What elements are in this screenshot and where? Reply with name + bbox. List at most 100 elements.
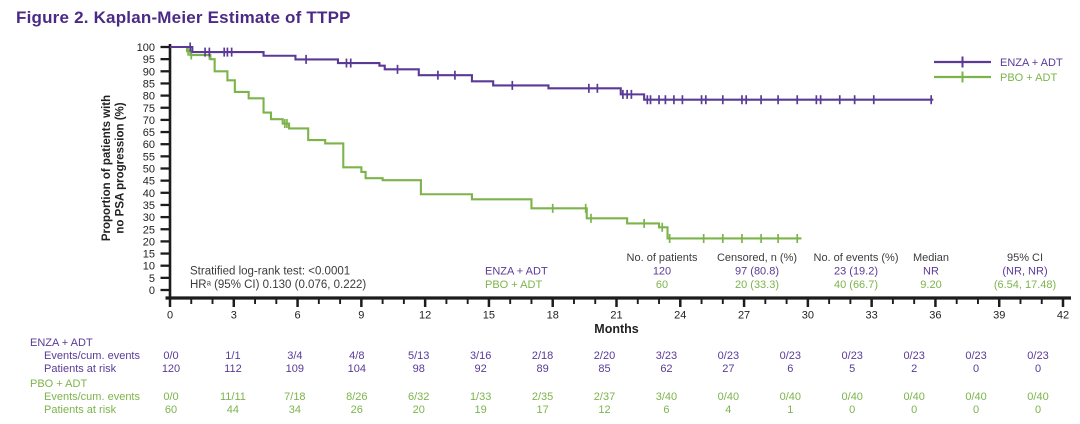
- risk-row-label: Events/cum. events: [44, 350, 140, 362]
- x-tick-label: 24: [674, 310, 686, 322]
- risk-value: 19: [475, 404, 487, 416]
- x-tick-label: 18: [547, 310, 559, 322]
- risk-value: 26: [351, 404, 363, 416]
- risk-value: 3/16: [470, 350, 491, 362]
- risk-value: 2: [911, 363, 917, 375]
- risk-value: 3/4: [287, 350, 302, 362]
- legend-entry-enza: ENZA + ADT: [934, 56, 1063, 69]
- risk-row-label: Patients at risk: [44, 363, 117, 375]
- legend-label: PBO + ADT: [1000, 72, 1057, 84]
- x-tick-label: 39: [993, 310, 1005, 322]
- risk-value: 20: [413, 404, 425, 416]
- risk-value: 2/18: [532, 350, 553, 362]
- risk-value: 109: [286, 363, 304, 375]
- risk-value: 98: [413, 363, 425, 375]
- x-tick-label: 21: [610, 310, 622, 322]
- x-tick-label: 9: [358, 310, 364, 322]
- risk-value: 104: [348, 363, 366, 375]
- risk-value: 0/23: [1027, 350, 1048, 362]
- y-tick-label: 45: [143, 176, 155, 188]
- risk-value: 5: [849, 363, 855, 375]
- risk-value: 17: [536, 404, 548, 416]
- summary-value: 60: [656, 279, 668, 291]
- risk-value: 1: [787, 404, 793, 416]
- summary-value: 20 (33.3): [735, 279, 779, 291]
- risk-value: 89: [536, 363, 548, 375]
- risk-value: 0/0: [163, 350, 178, 362]
- risk-value: 0/40: [842, 391, 863, 403]
- risk-value: 0: [973, 404, 979, 416]
- risk-value: 0/23: [842, 350, 863, 362]
- y-axis-title: Proportion of patients with no PSA progre…: [101, 95, 127, 241]
- risk-value: 0: [1035, 404, 1041, 416]
- risk-value: 12: [598, 404, 610, 416]
- risk-value: 0/23: [718, 350, 739, 362]
- risk-value: 3/23: [656, 350, 677, 362]
- risk-value: 44: [227, 404, 239, 416]
- risk-value: 11/11: [220, 391, 246, 403]
- y-tick-label: 20: [143, 236, 155, 248]
- summary-header: Censored, n (%): [717, 252, 797, 264]
- y-tick-label: 0: [149, 285, 155, 297]
- km-curve-enza: [170, 45, 934, 101]
- risk-value: 0/40: [718, 391, 739, 403]
- risk-value: 0/23: [780, 350, 801, 362]
- risk-value: 120: [162, 363, 180, 375]
- risk-value: 7/18: [284, 391, 305, 403]
- summary-value: 9.20: [920, 279, 941, 291]
- x-tick-label: 0: [167, 310, 173, 322]
- summary-value: 120: [653, 266, 671, 278]
- risk-value: 0/40: [780, 391, 801, 403]
- y-tick-label: 35: [143, 200, 155, 212]
- x-axis-title: Months: [594, 322, 638, 336]
- x-tick-label: 12: [419, 310, 431, 322]
- y-tick-label: 5: [149, 273, 155, 285]
- risk-value: 60: [165, 404, 177, 416]
- legend-entry-pbo: PBO + ADT: [934, 71, 1057, 84]
- risk-value: 85: [598, 363, 610, 375]
- risk-value: 6: [663, 404, 669, 416]
- y-tick-label: 25: [143, 224, 155, 236]
- y-tick-label: 80: [143, 91, 155, 103]
- risk-value: 0: [973, 363, 979, 375]
- x-tick-label: 3: [231, 310, 237, 322]
- summary-row-label: PBO + ADT: [485, 279, 542, 291]
- y-tick-label: 15: [143, 249, 155, 261]
- summary-value: 23 (19.2): [834, 266, 878, 278]
- y-tick-label: 40: [143, 188, 155, 200]
- risk-value: 62: [660, 363, 672, 375]
- annotation-line: HRᵃ (95% CI) 0.130 (0.076, 0.222): [190, 279, 366, 291]
- y-tick-label: 60: [143, 139, 155, 151]
- risk-value: 0/40: [1027, 391, 1048, 403]
- risk-value: 112: [224, 363, 242, 375]
- risk-group-label: ENZA + ADT: [30, 337, 93, 349]
- risk-group-label: PBO + ADT: [30, 378, 87, 390]
- risk-value: 34: [289, 404, 301, 416]
- x-tick-label: 30: [802, 310, 814, 322]
- risk-value: 0/23: [965, 350, 986, 362]
- y-tick-label: 10: [143, 261, 155, 273]
- risk-row-label: Events/cum. events: [44, 391, 140, 403]
- risk-value: 1/1: [225, 350, 240, 362]
- y-tick-label: 70: [143, 115, 155, 127]
- risk-value: 0/40: [903, 391, 924, 403]
- summary-value: NR: [923, 266, 939, 278]
- risk-value: 2/20: [594, 350, 615, 362]
- x-tick-label: 36: [929, 310, 941, 322]
- x-tick-label: 42: [1057, 310, 1069, 322]
- risk-value: 0: [1035, 363, 1041, 375]
- legend-label: ENZA + ADT: [1000, 57, 1063, 69]
- y-tick-label: 85: [143, 78, 155, 90]
- summary-header: Median: [913, 252, 949, 264]
- risk-value: 0/0: [163, 391, 178, 403]
- risk-value: 2/37: [594, 391, 615, 403]
- y-tick-label: 90: [143, 66, 155, 78]
- summary-value: 97 (80.8): [735, 266, 779, 278]
- y-tick-label: 65: [143, 127, 155, 139]
- risk-value: 1/33: [470, 391, 491, 403]
- risk-value: 0/23: [903, 350, 924, 362]
- y-tick-label: 95: [143, 54, 155, 66]
- km-curve-pbo: [170, 45, 802, 240]
- y-tick-label: 55: [143, 151, 155, 163]
